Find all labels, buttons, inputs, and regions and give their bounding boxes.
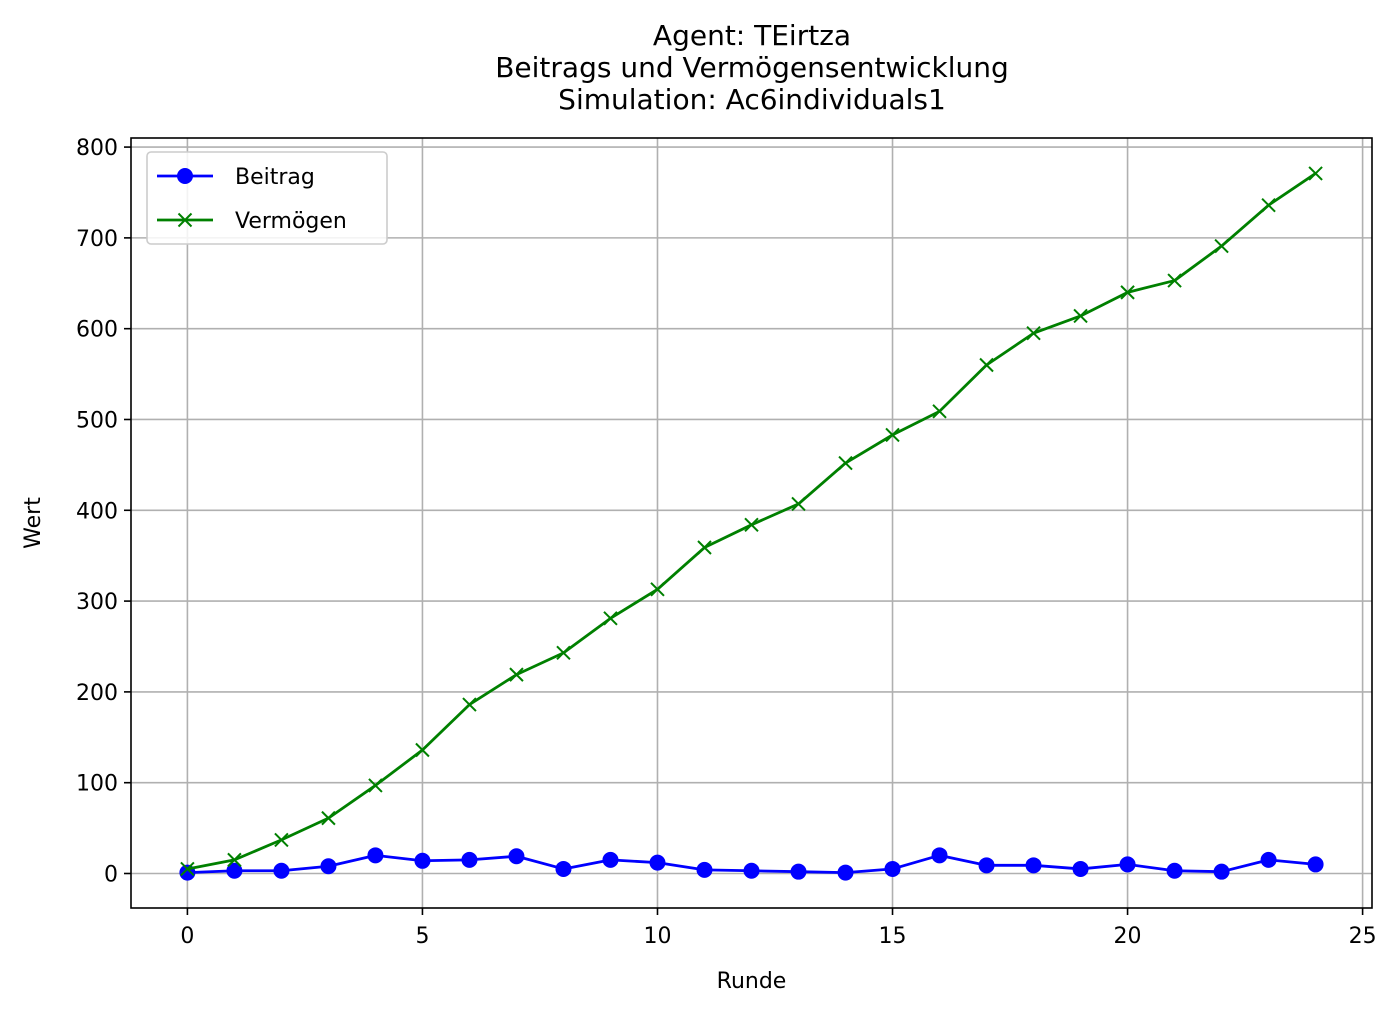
data-point [602, 851, 619, 868]
data-point [885, 427, 900, 443]
data-point [1213, 863, 1230, 880]
title-line-2: Beitrags und Vermögensentwicklung [495, 51, 1009, 84]
data-point [650, 582, 665, 597]
x-tick-label: 15 [879, 924, 907, 949]
data-point [1073, 308, 1088, 324]
y-tick-label: 700 [76, 227, 118, 252]
legend-item: Vermögen [157, 209, 347, 234]
data-point [791, 496, 806, 512]
data-point [1260, 851, 1277, 868]
y-tick-label: 500 [76, 408, 118, 433]
data-point [837, 864, 854, 881]
grid [131, 138, 1372, 908]
data-point [1025, 857, 1042, 874]
y-tick-label: 0 [104, 862, 118, 887]
x-tick-label: 25 [1349, 924, 1377, 949]
legend: Beitrag Vermögen [146, 151, 388, 245]
y-tick-label: 100 [76, 772, 118, 797]
data-point [884, 860, 901, 877]
data-point [696, 861, 713, 878]
data-point [1166, 862, 1183, 879]
data-point [321, 810, 336, 826]
data-point [1072, 860, 1089, 877]
legend-marker [177, 212, 193, 228]
x-tick-label: 0 [180, 924, 194, 949]
title-line-3: Simulation: Ac6individuals1 [558, 83, 946, 116]
data-point [462, 697, 477, 712]
data-point [1308, 166, 1323, 181]
x-axis-ticks: 0 5 10 15 20 25 [180, 908, 1377, 949]
data-point [461, 851, 478, 868]
data-point [838, 455, 853, 471]
title-line-1: Agent: TEirtza [653, 19, 851, 52]
data-point [1026, 326, 1041, 341]
data-point [1214, 238, 1229, 254]
data-point [1120, 285, 1135, 300]
x-axis-label: Runde [717, 969, 787, 994]
legend-marker [177, 168, 193, 184]
series-line [187, 172, 1317, 871]
legend-label: Vermögen [235, 209, 347, 234]
data-point [415, 742, 430, 758]
data-point [180, 861, 195, 877]
data-point [603, 611, 618, 626]
data-point [508, 848, 525, 865]
data-point [978, 857, 995, 874]
data-point [368, 778, 383, 793]
legend-item: Beitrag [157, 165, 315, 190]
data-point [932, 404, 947, 419]
data-point [649, 854, 666, 871]
data-point [744, 517, 759, 533]
data-point [1261, 197, 1276, 213]
y-tick-label: 600 [76, 318, 118, 343]
data-point [1307, 856, 1324, 873]
y-tick-label: 300 [76, 590, 118, 615]
data-point [509, 667, 524, 682]
series-layer [179, 166, 1324, 881]
data-point [367, 847, 384, 864]
x-tick-label: 5 [415, 924, 429, 949]
y-tick-label: 200 [76, 681, 118, 706]
data-point [556, 645, 571, 661]
x-tick-label: 10 [643, 924, 671, 949]
data-point [697, 540, 712, 555]
y-tick-label: 800 [76, 136, 118, 161]
series-1 [179, 847, 1324, 881]
data-point [274, 832, 289, 848]
data-point [273, 862, 290, 879]
data-point [226, 862, 243, 879]
data-point [743, 862, 760, 879]
data-point [979, 357, 994, 373]
plot-area-frame [130, 137, 1373, 909]
x-tick-label: 20 [1114, 924, 1142, 949]
data-point [414, 852, 431, 869]
legend-label: Beitrag [235, 165, 315, 190]
y-axis-ticks: 0 100 200 300 400 500 600 700 800 [76, 136, 131, 887]
y-axis-label: Wert [21, 497, 46, 549]
data-point [931, 847, 948, 864]
data-point [1119, 856, 1136, 873]
data-point [320, 858, 337, 875]
y-tick-label: 400 [76, 499, 118, 524]
data-point [555, 860, 572, 877]
data-point [227, 852, 242, 868]
data-point [790, 863, 807, 880]
series-2 [180, 166, 1323, 877]
data-point [1167, 273, 1182, 288]
